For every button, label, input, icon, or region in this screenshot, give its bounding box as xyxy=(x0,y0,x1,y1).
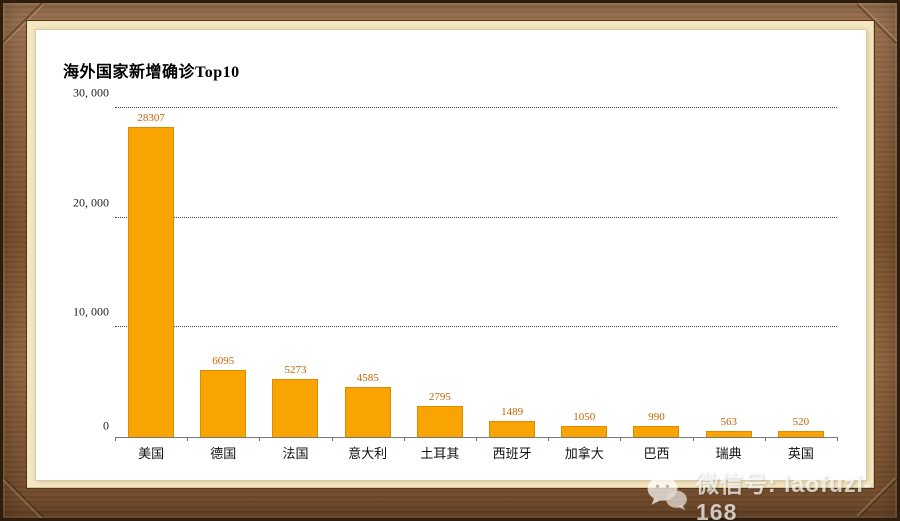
bar-法国 xyxy=(272,379,319,437)
y-axis-tick-label: 20, 000 xyxy=(73,195,109,210)
category-label: 英国 xyxy=(787,446,814,461)
bar-value-label: 28307 xyxy=(137,111,165,124)
category-label: 德国 xyxy=(210,446,237,461)
x-axis-tick xyxy=(692,437,694,441)
bar-slot: 6095 德国 xyxy=(187,108,259,461)
bar-slot: 1050 加拿大 xyxy=(548,108,620,461)
gridline xyxy=(115,216,837,218)
bar-西班牙 xyxy=(489,420,536,437)
bar-瑞典 xyxy=(705,430,752,437)
bar-slot: 990 巴西 xyxy=(620,108,692,461)
bar-value-label: 1489 xyxy=(501,405,524,418)
x-axis-tick xyxy=(476,437,477,441)
bar-土耳其 xyxy=(416,406,463,437)
bar-value-label: 5273 xyxy=(284,364,307,377)
x-axis-tick xyxy=(187,437,189,441)
y-axis-tick-label: 30, 000 xyxy=(73,85,109,100)
chart-title: 海外国家新增确诊Top10 xyxy=(63,64,240,81)
bar-意大利 xyxy=(344,386,391,437)
bar-value-label: 520 xyxy=(792,416,810,429)
bar-slot: 1489 西班牙 xyxy=(476,108,548,461)
bar-slot: 520 英国 xyxy=(765,108,837,461)
bar-value-label: 1050 xyxy=(573,410,596,423)
category-label: 土耳其 xyxy=(420,446,460,461)
x-axis-tick xyxy=(403,437,405,441)
category-label: 西班牙 xyxy=(492,446,532,461)
bar-value-label: 2795 xyxy=(428,391,451,404)
bar-slot: 5273 法国 xyxy=(259,108,331,461)
bar-美国 xyxy=(128,126,175,437)
x-axis-tick xyxy=(548,437,550,441)
gridline xyxy=(115,107,837,108)
bar-slot: 4585 意大利 xyxy=(332,108,404,461)
chart-panel: 海外国家新增确诊Top10 0 10, 000 20, 000 30, 000 2830… xyxy=(36,30,866,480)
bar-slot: 2795 土耳其 xyxy=(404,108,476,461)
y-axis-tick-label: 10, 000 xyxy=(73,304,109,319)
category-label: 加拿大 xyxy=(564,446,604,461)
bar-slot: 563 瑞典 xyxy=(693,108,765,461)
bar-value-label: 6095 xyxy=(212,355,235,368)
bar-英国 xyxy=(777,431,824,437)
gridline xyxy=(115,326,837,328)
x-axis-tick xyxy=(837,437,838,441)
bar-value-label: 563 xyxy=(720,415,737,428)
bar-加拿大 xyxy=(561,425,608,437)
category-label: 瑞典 xyxy=(715,446,742,461)
bar-value-label: 990 xyxy=(648,411,665,424)
plot-area: 0 10, 000 20, 000 30, 000 28307 美国 6095 德国 5273 法… xyxy=(73,86,838,461)
category-label: 法国 xyxy=(282,446,309,461)
x-axis-tick xyxy=(331,437,333,441)
bar-slot: 28307 美国 xyxy=(115,108,187,461)
x-axis-tick xyxy=(620,437,622,441)
x-axis-tick xyxy=(115,437,116,441)
category-label: 意大利 xyxy=(348,446,388,461)
bar-巴西 xyxy=(633,426,680,437)
x-axis-tick xyxy=(764,437,766,441)
bar-德国 xyxy=(200,370,247,437)
category-label: 美国 xyxy=(138,446,165,461)
bar-value-label: 4585 xyxy=(356,371,379,384)
y-axis-tick-label: 0 xyxy=(103,418,109,433)
category-label: 巴西 xyxy=(643,446,670,461)
x-axis-tick xyxy=(259,437,261,441)
